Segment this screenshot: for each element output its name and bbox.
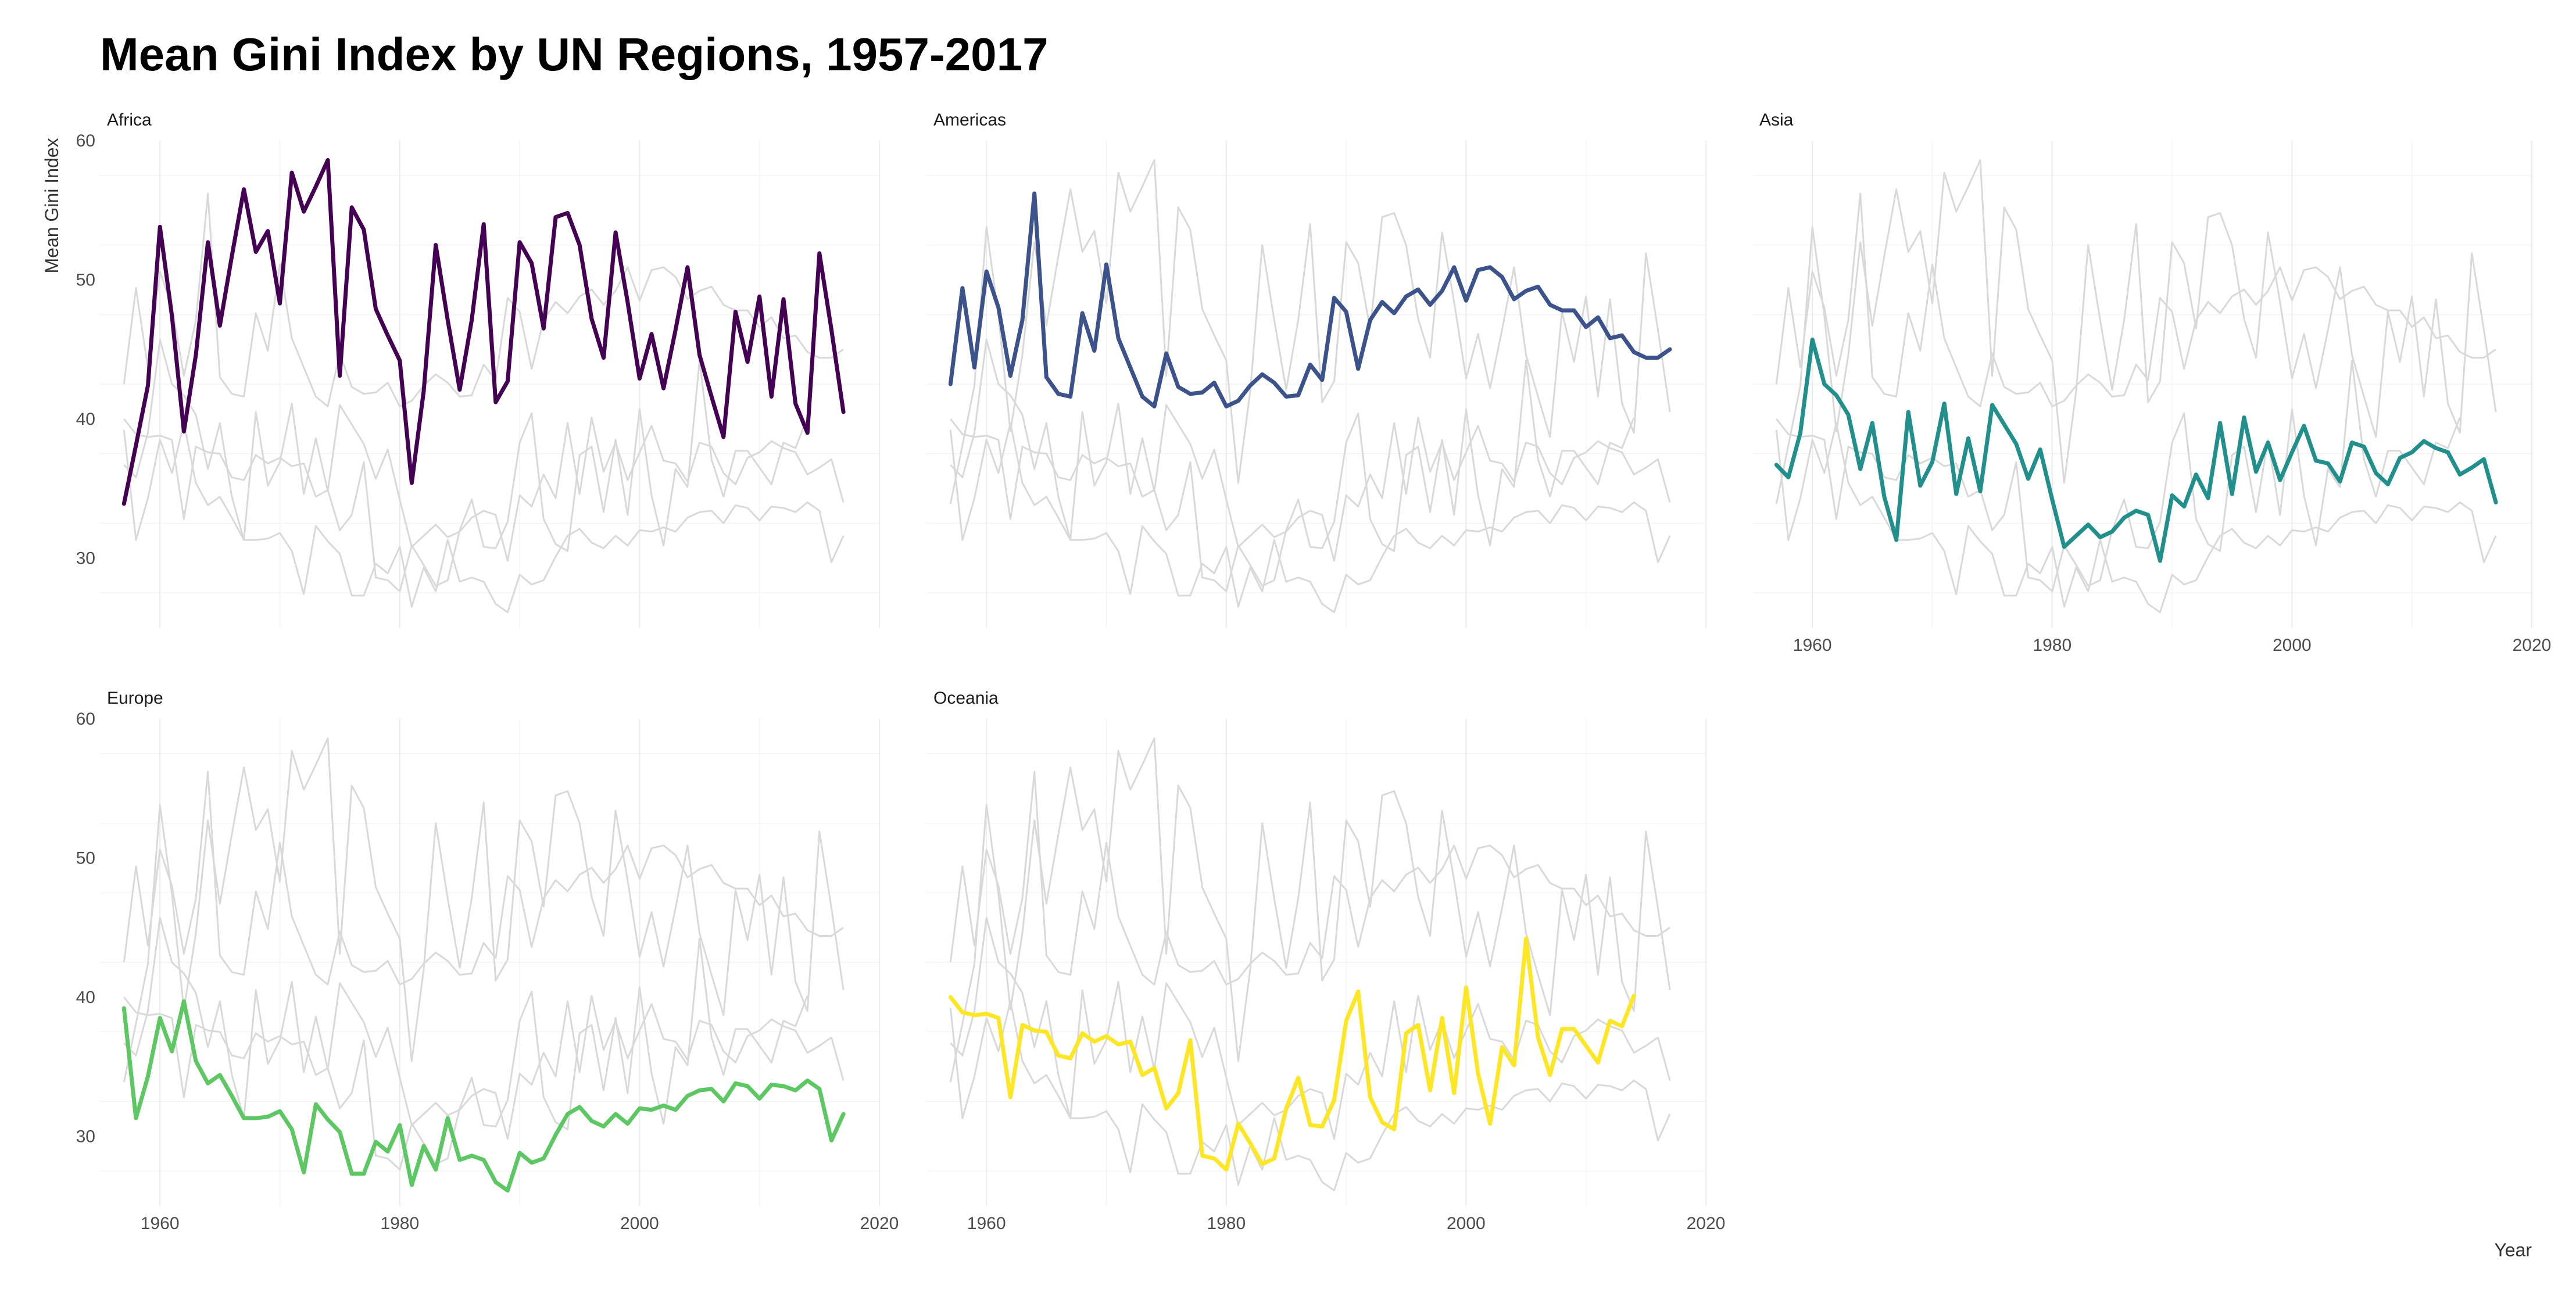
panel-africa: Africa 30 40 50 60 [76, 110, 880, 628]
background-line-africa [1775, 159, 2497, 504]
facet-label-africa: Africa [107, 110, 152, 130]
y-tick-label: 40 [76, 410, 95, 429]
background-line-africa [949, 159, 1671, 504]
grid-africa [100, 141, 880, 628]
y-tick-label: 60 [76, 131, 95, 151]
y-tick-label: 30 [76, 549, 95, 568]
panel-oceania: Oceania 1960 1980 2000 2020 [926, 689, 1725, 1233]
background-line-europe [123, 422, 845, 614]
background-line-oceania [950, 359, 1635, 593]
x-tick-label: 1980 [1207, 1214, 1246, 1233]
background-line-africa [949, 737, 1671, 1083]
background-line-oceania [123, 359, 808, 593]
facet-label-asia: Asia [1759, 110, 1794, 130]
facet-label-europe: Europe [107, 689, 163, 708]
y-tick-label: 60 [76, 710, 95, 729]
x-tick-label: 1980 [380, 1214, 419, 1233]
panel-asia: Asia 1960 1980 2000 2020 [1752, 110, 2551, 655]
series-line-asia [1774, 337, 2498, 563]
background-line-americas [1775, 192, 2496, 407]
chart-title: Mean Gini Index by UN Regions, 1957-2017 [100, 28, 1049, 80]
y-tick-label: 50 [76, 270, 95, 289]
series-line-oceania [948, 936, 1636, 1172]
background-line-oceania [1776, 359, 2461, 593]
background-line-europe [949, 1000, 1671, 1192]
grid-europe [100, 719, 880, 1206]
y-tick-label: 30 [76, 1127, 95, 1146]
series-line-africa [121, 158, 846, 506]
x-tick-label: 2000 [1447, 1214, 1486, 1233]
x-tick-label: 1960 [141, 1214, 180, 1233]
x-tick-label: 2020 [2513, 636, 2552, 655]
grid-asia [1752, 141, 2532, 628]
x-tick-label: 1960 [1793, 636, 1832, 655]
background-line-europe [949, 422, 1671, 614]
background-line-africa [123, 737, 845, 1083]
y-axis-title: Mean Gini Index [41, 138, 62, 273]
series-line-europe [121, 999, 846, 1193]
y-tick-label: 40 [76, 988, 95, 1007]
x-axis-title: Year [2494, 1239, 2532, 1260]
facet-label-oceania: Oceania [933, 689, 999, 708]
series-line-americas [948, 191, 1672, 409]
x-tick-label: 2000 [620, 1214, 659, 1233]
background-line-americas [123, 771, 844, 986]
grid-americas [926, 141, 1706, 628]
x-tick-label: 1960 [967, 1214, 1006, 1233]
x-tick-label: 1980 [2033, 636, 2071, 655]
panel-europe: Europe 30 40 50 60 1960 1980 2000 2020 [76, 689, 899, 1233]
background-line-americas [123, 192, 844, 407]
x-tick-label: 2020 [860, 1214, 899, 1233]
facet-label-americas: Americas [933, 110, 1006, 130]
x-tick-label: 2000 [2273, 636, 2312, 655]
background-line-oceania [123, 937, 808, 1171]
background-line-americas [949, 771, 1670, 986]
grid-oceania [926, 719, 1706, 1206]
y-tick-label: 50 [76, 848, 95, 868]
x-tick-label: 2020 [1687, 1214, 1726, 1233]
panel-americas: Americas [926, 110, 1706, 628]
